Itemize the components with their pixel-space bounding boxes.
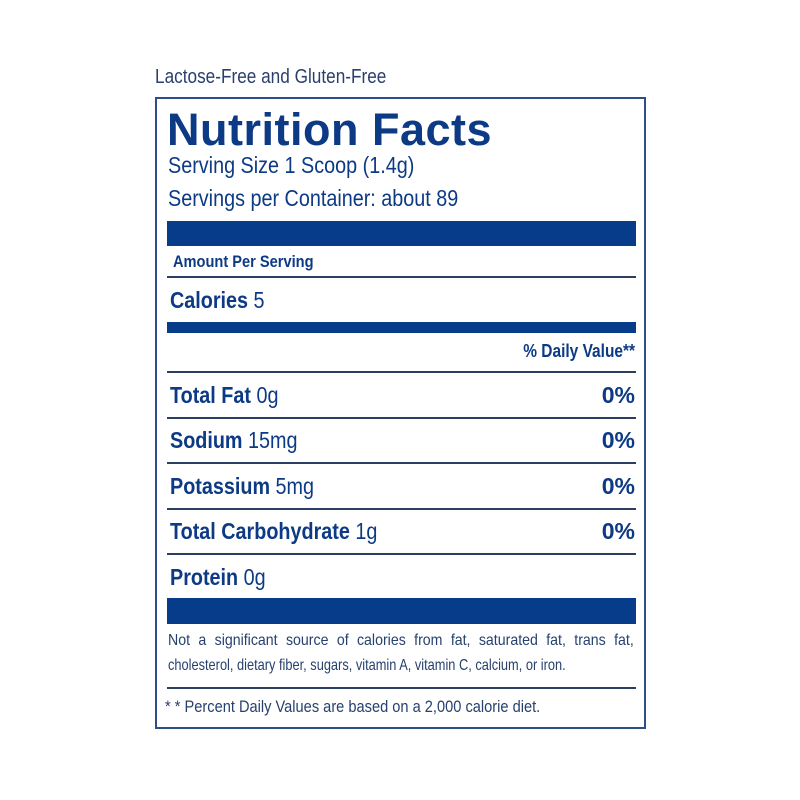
- nutrient-row-potassium: Potassium 5mg 0%: [170, 473, 635, 500]
- nutrient-amount: 0g: [256, 382, 279, 408]
- serving-size-text: Serving Size 1 Scoop (1.4g): [168, 152, 415, 178]
- nutrient-amount: 1g: [355, 518, 378, 544]
- nutrient-daily-value: 0%: [601, 382, 635, 408]
- daily-value-footnote: * * Percent Daily Values are based on a …: [165, 697, 601, 717]
- nutrient-daily-value: 0%: [601, 473, 635, 499]
- nutrient-label: Protein: [170, 564, 239, 590]
- nutrient-label: Sodium: [170, 427, 243, 453]
- divider: [167, 462, 636, 464]
- tagline: Lactose-Free and Gluten-Free: [155, 66, 424, 89]
- footnote-line: Not a significant source of calories fro…: [168, 632, 634, 649]
- not-significant-footnote: Not a significant source of calories fro…: [168, 628, 698, 678]
- calories-label: Calories: [170, 287, 249, 313]
- nutrient-row-protein: Protein 0g: [170, 564, 635, 591]
- divider: [167, 508, 636, 510]
- servings-per-container: Servings per Container: about 89: [168, 185, 506, 212]
- divider: [167, 276, 636, 278]
- nutrient-row-total-carbohydrate: Total Carbohydrate 1g 0%: [170, 518, 635, 545]
- nutrient-amount: 15mg: [248, 427, 298, 453]
- divider: [167, 417, 636, 419]
- divider: [167, 687, 636, 689]
- tagline-text: Lactose-Free and Gluten-Free: [155, 66, 387, 88]
- nutrient-label: Total Carbohydrate: [170, 518, 350, 544]
- nutrient-amount: 0g: [243, 564, 266, 590]
- thick-divider: [167, 598, 636, 624]
- label-title: Nutrition Facts: [167, 104, 493, 155]
- servings-per-container-text: Servings per Container: about 89: [168, 185, 459, 211]
- nutrient-daily-value: 0%: [601, 518, 635, 544]
- divider: [167, 553, 636, 555]
- serving-size: Serving Size 1 Scoop (1.4g): [168, 152, 454, 179]
- thick-divider: [167, 221, 636, 246]
- nutrient-row-sodium: Sodium 15mg 0%: [170, 427, 635, 454]
- amount-per-serving: Amount Per Serving: [173, 252, 336, 272]
- daily-value-header-text: % Daily Value**: [523, 341, 635, 361]
- medium-divider: [167, 322, 636, 333]
- nutrient-amount: 5mg: [275, 473, 315, 499]
- nutrient-row-total-fat: Total Fat 0g 0%: [170, 382, 635, 409]
- amount-per-serving-text: Amount Per Serving: [173, 252, 314, 271]
- nutrient-label: Total Fat: [170, 382, 251, 408]
- nutrient-daily-value: 0%: [601, 427, 635, 453]
- footnote-line: cholesterol, dietary fiber, sugars, vita…: [168, 657, 566, 674]
- daily-value-header: % Daily Value**: [505, 341, 635, 362]
- nutrient-label: Potassium: [170, 473, 271, 499]
- calories-row: Calories 5: [170, 287, 635, 314]
- daily-value-footnote-text: * * Percent Daily Values are based on a …: [165, 697, 541, 716]
- calories-value: 5: [253, 287, 265, 313]
- divider: [167, 371, 636, 373]
- nutrition-label-box: [155, 97, 646, 729]
